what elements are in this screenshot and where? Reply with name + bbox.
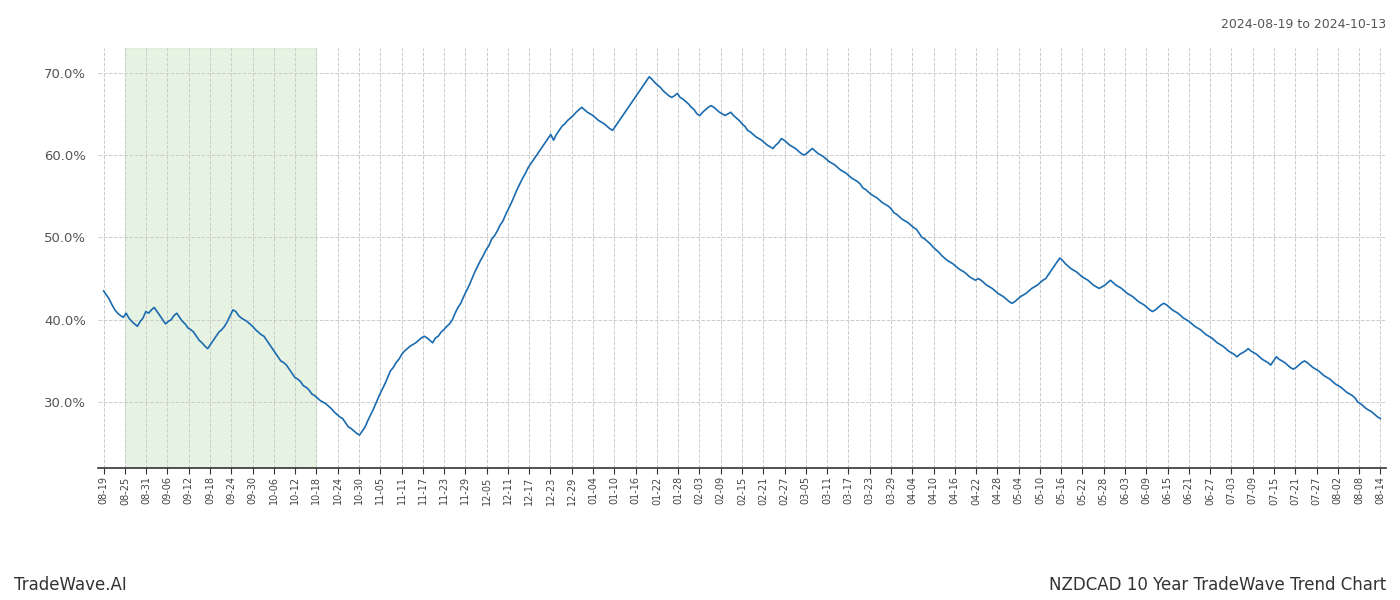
Text: TradeWave.AI: TradeWave.AI bbox=[14, 576, 127, 594]
Text: NZDCAD 10 Year TradeWave Trend Chart: NZDCAD 10 Year TradeWave Trend Chart bbox=[1049, 576, 1386, 594]
Text: 2024-08-19 to 2024-10-13: 2024-08-19 to 2024-10-13 bbox=[1221, 18, 1386, 31]
Bar bbox=[125, 48, 316, 468]
